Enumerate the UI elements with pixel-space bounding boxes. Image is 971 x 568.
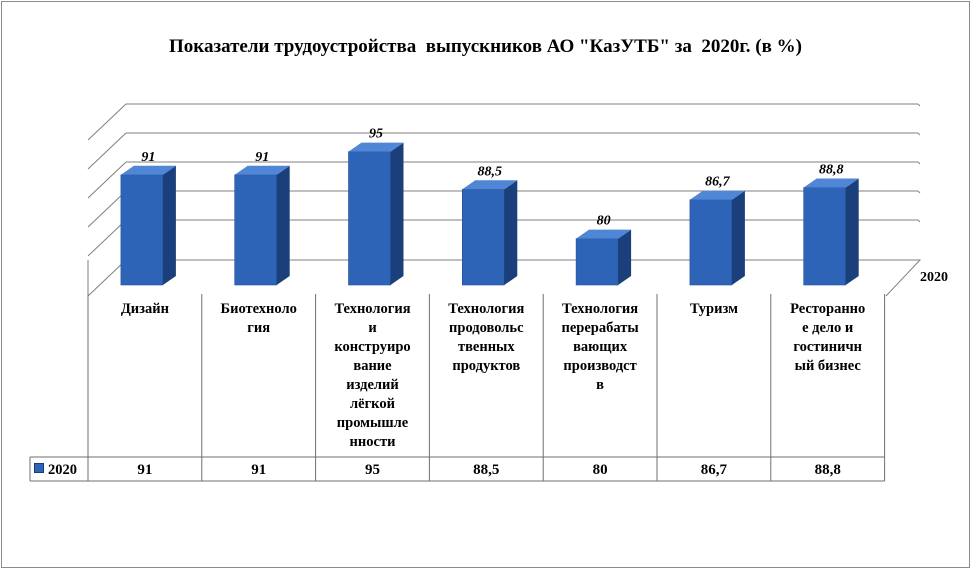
bar-top: [120, 165, 176, 175]
bar-front: [461, 189, 505, 286]
category-label-line: гостиничн: [793, 339, 863, 355]
bar-top: [234, 165, 290, 175]
category-label-line: Ресторанно: [790, 301, 866, 317]
depth-axis-label: 2020: [920, 270, 948, 285]
category-label-line: вание: [353, 358, 392, 374]
bar-front: [803, 187, 847, 286]
table-value: 91: [137, 462, 153, 478]
data-label: 88,8: [819, 163, 844, 178]
category-label-line: перерабаты: [561, 320, 639, 336]
data-table-lines: [29, 294, 886, 482]
category-label-line: изделий: [346, 377, 399, 393]
category-label-line: ый бизнес: [794, 358, 861, 374]
category-label: Биотехноло гия: [202, 296, 316, 456]
bar-side: [276, 165, 290, 285]
data-label: 86,7: [705, 175, 731, 190]
category-label-line: в: [596, 377, 604, 393]
chart-title: Показатели трудоустройства выпускников А…: [169, 36, 802, 57]
series-key: 2020: [34, 459, 77, 481]
category-label-line: конструиро: [334, 339, 411, 355]
gridline-left: [87, 103, 127, 141]
gridlines: [87, 103, 922, 297]
gridline-right: [917, 132, 921, 136]
category-label: Технология продовольс твенных продуктов: [429, 296, 543, 456]
bar-front: [234, 174, 277, 286]
category-label: Технология и конструиро вание изделий лёгкой п…: [316, 296, 430, 456]
bar: [575, 229, 632, 286]
bar-front: [575, 238, 619, 286]
category-label-line: продуктов: [452, 358, 521, 374]
gridline-right: [917, 190, 921, 194]
category-label-line: гия: [247, 320, 271, 336]
table-value: 88,5: [473, 462, 500, 478]
category-label-line: твенных: [457, 339, 515, 355]
table-value: 88,8: [814, 462, 841, 478]
category-label-line: лёгкой: [350, 396, 395, 412]
data-label: 95: [369, 127, 383, 142]
bar-top: [576, 229, 632, 239]
bar-side: [504, 180, 518, 285]
bar: [120, 165, 176, 286]
category-label-line: Биотехноло: [220, 301, 297, 317]
table-value: 91: [251, 462, 267, 478]
bar: [461, 180, 518, 286]
bars: [120, 142, 859, 286]
bar: [803, 178, 859, 286]
category-label-line: Дизайн: [120, 301, 169, 317]
category-label: Дизайн: [88, 296, 202, 456]
gridline-left: [87, 161, 127, 199]
category-label-line: Технология: [448, 301, 525, 317]
category-label: Ресторанно е дело и гостиничн ый бизнес: [771, 296, 885, 456]
bar-top: [689, 190, 745, 200]
gridline-right: [917, 161, 921, 165]
category-label-line: нности: [349, 434, 396, 450]
table-value: 95: [364, 462, 380, 478]
category-label-line: промышле: [336, 415, 409, 431]
data-label: 80: [597, 214, 611, 229]
data-labels: 91 91 95 88,5 80 86,7 88,8: [141, 127, 843, 229]
category-label: Туризм: [657, 296, 771, 456]
gridline-right: [917, 219, 921, 223]
gridline-left: [87, 219, 127, 257]
bar-side: [731, 190, 745, 285]
category-label: Технология перерабаты вающих производст в: [543, 296, 657, 456]
data-label: 91: [141, 150, 155, 165]
floor-outline: [87, 259, 922, 297]
table-value: 86,7: [700, 462, 728, 478]
series-name: 2020: [48, 462, 77, 478]
bar-side: [845, 178, 859, 285]
category-label-line: и: [368, 320, 377, 336]
table-value: 80: [592, 462, 608, 478]
bar-top: [348, 142, 404, 152]
bar-top: [462, 180, 518, 190]
data-label: 88,5: [478, 164, 503, 179]
gridline-left: [87, 132, 127, 170]
category-label-line: Технология: [334, 301, 411, 317]
bar-front: [120, 174, 164, 286]
bar: [689, 190, 745, 286]
bar-top: [803, 178, 859, 188]
gridline-left: [87, 190, 127, 228]
bar: [348, 142, 404, 286]
category-label-line: Технология: [562, 301, 639, 317]
bar-front: [348, 151, 391, 286]
category-label-line: Туризм: [689, 301, 738, 317]
category-label-line: продовольс: [449, 320, 524, 336]
bar: [234, 165, 290, 286]
bar-front: [689, 199, 733, 286]
bar-side: [390, 142, 404, 285]
category-label-line: е дело и: [802, 320, 854, 336]
data-label: 91: [255, 150, 269, 165]
category-label-line: вающих: [573, 339, 628, 355]
gridline-right: [917, 103, 921, 107]
bar-side: [162, 165, 176, 285]
series-swatch: [34, 463, 44, 473]
bar-side: [618, 229, 632, 285]
category-label-line: производст: [563, 358, 637, 374]
